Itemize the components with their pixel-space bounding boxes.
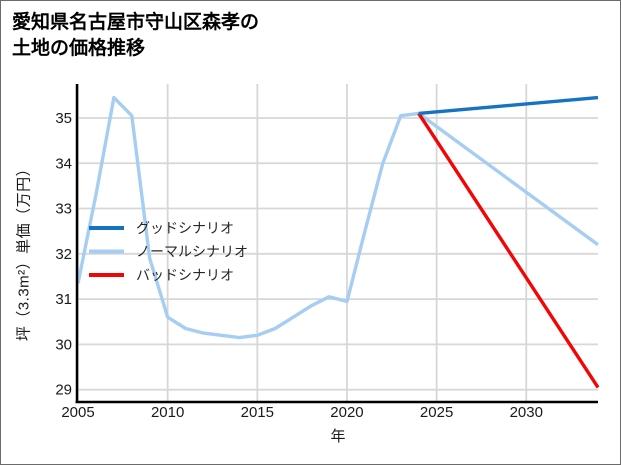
- x-axis-label: 年: [330, 428, 346, 445]
- y-tick-label: 30: [55, 336, 72, 353]
- x-tick-label: 2030: [510, 404, 543, 421]
- page-title-line1: 愛知県名古屋市守山区森孝の: [12, 12, 260, 33]
- page-title-line2: 土地の価格推移: [12, 38, 146, 59]
- x-tick-label: 2025: [420, 404, 453, 421]
- series-line-good-scenario: [418, 95, 599, 116]
- y-tick-label: 33: [55, 201, 72, 218]
- x-tick-label: 2005: [61, 404, 94, 421]
- y-tick-label: 32: [55, 246, 72, 263]
- y-tick-label: 35: [55, 110, 72, 127]
- y-tick-label: 29: [55, 382, 72, 399]
- y-tick-label: 34: [55, 155, 72, 172]
- x-tick-label: 2020: [330, 404, 363, 421]
- legend-label-normal-scenario: ノーマルシナリオ: [136, 244, 248, 260]
- page-title: 愛知県名古屋市守山区森孝の 土地の価格推移: [12, 10, 259, 62]
- x-tick-label: 2015: [241, 404, 274, 421]
- x-tick-label: 2010: [151, 404, 184, 421]
- series-line-bad-scenario: [417, 112, 600, 389]
- legend-label-bad-scenario: バッドシナリオ: [136, 267, 234, 283]
- y-tick-label: 31: [55, 291, 72, 308]
- series-line-normal-scenario: [76, 95, 600, 340]
- legend-label-good-scenario: グッドシナリオ: [136, 220, 234, 236]
